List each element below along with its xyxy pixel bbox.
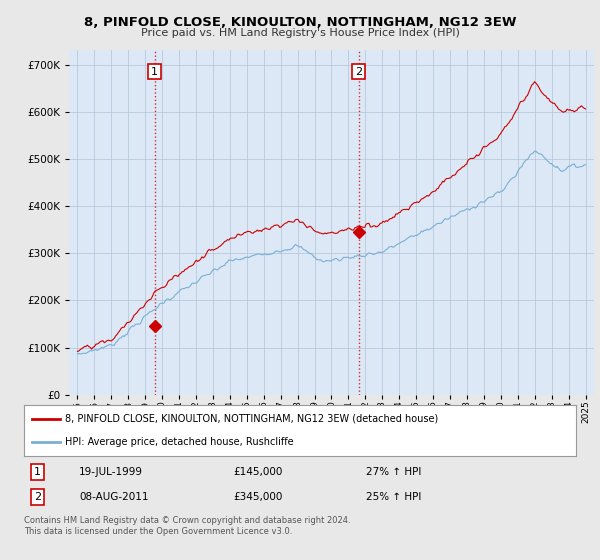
Text: 25% ↑ HPI: 25% ↑ HPI — [366, 492, 422, 502]
Text: 8, PINFOLD CLOSE, KINOULTON, NOTTINGHAM, NG12 3EW (detached house): 8, PINFOLD CLOSE, KINOULTON, NOTTINGHAM,… — [65, 414, 439, 424]
Text: 2: 2 — [355, 67, 362, 77]
Text: Contains HM Land Registry data © Crown copyright and database right 2024.
This d: Contains HM Land Registry data © Crown c… — [24, 516, 350, 536]
Text: 08-AUG-2011: 08-AUG-2011 — [79, 492, 149, 502]
Text: 2: 2 — [34, 492, 41, 502]
Text: 1: 1 — [34, 466, 41, 477]
Text: 27% ↑ HPI: 27% ↑ HPI — [366, 466, 422, 477]
Text: Price paid vs. HM Land Registry's House Price Index (HPI): Price paid vs. HM Land Registry's House … — [140, 28, 460, 38]
Text: 19-JUL-1999: 19-JUL-1999 — [79, 466, 143, 477]
Text: £145,000: £145,000 — [234, 466, 283, 477]
Text: HPI: Average price, detached house, Rushcliffe: HPI: Average price, detached house, Rush… — [65, 437, 294, 447]
Text: 8, PINFOLD CLOSE, KINOULTON, NOTTINGHAM, NG12 3EW: 8, PINFOLD CLOSE, KINOULTON, NOTTINGHAM,… — [84, 16, 516, 29]
Text: 1: 1 — [151, 67, 158, 77]
Text: £345,000: £345,000 — [234, 492, 283, 502]
